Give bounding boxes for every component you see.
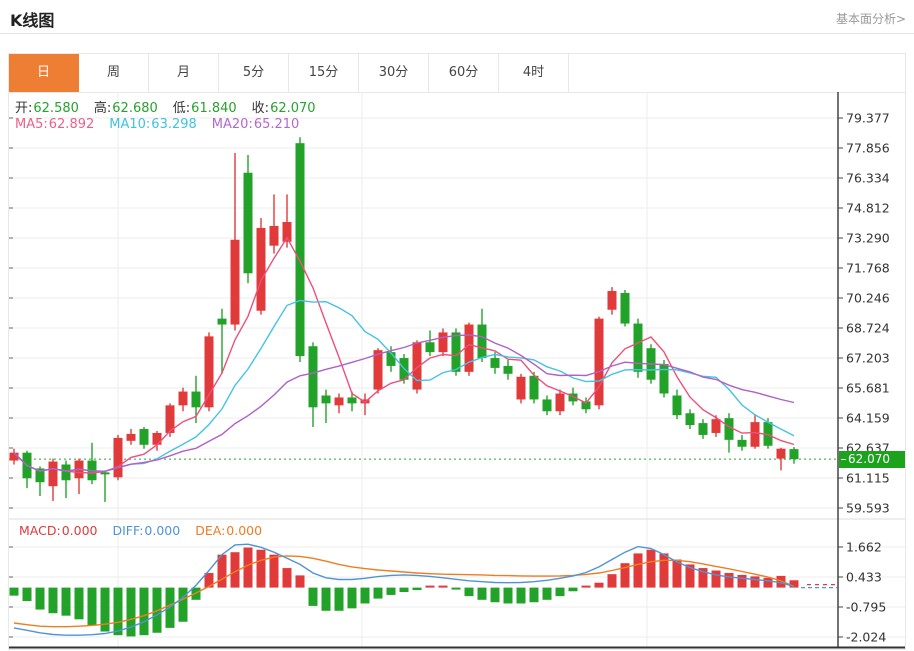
ma20-label: MA20: (211, 117, 253, 132)
dea-value: 0.000 (226, 523, 263, 538)
y-axis-tick-label: 59.593 (846, 501, 890, 516)
page-header: K线图 基本面分析> (0, 0, 914, 34)
axes-layer (9, 92, 905, 649)
macd-value: 0.000 (61, 523, 98, 538)
dea-line (13, 555, 795, 628)
y-axis-tick-label: -2.024 (846, 630, 886, 645)
current-price-value: 62.070 (848, 452, 890, 466)
y-axis-tick-label: 74.812 (846, 201, 890, 216)
candles-layer (9, 137, 799, 502)
macd-bar: MACD:0.000 DIFF:0.000 DEA:0.000 (19, 523, 277, 538)
y-axis-tick-label: 68.724 (846, 321, 890, 336)
diff-label: DIFF: (112, 523, 144, 538)
timeframe-tab-7[interactable]: 60分 (429, 54, 499, 92)
timeframe-tab-2[interactable]: 周 (79, 54, 149, 92)
low-label: 低: (172, 101, 191, 116)
y-axis-tick-label: 70.246 (846, 291, 890, 306)
chart-area: 79.377 77.856 76.334 74.812 73.290 71.768 70.2… (9, 92, 905, 649)
y-axis-tick-label: 71.768 (846, 261, 890, 276)
timeframe-tab-6[interactable]: 30分 (359, 54, 429, 92)
ma5-value: 62.892 (48, 117, 95, 132)
y-axis-tick-label: 61.115 (846, 471, 890, 486)
y-axis-tick-label: -0.795 (846, 600, 886, 615)
y-axis-tick-label: 73.290 (846, 231, 890, 246)
page-title: K线图 (10, 11, 55, 30)
timeframe-tab-5[interactable]: 15分 (289, 54, 359, 92)
macd-histogram (9, 547, 799, 637)
timeframe-tab-3[interactable]: 月 (149, 54, 219, 92)
kline-chart-svg: 79.377 77.856 76.334 74.812 73.290 71.768 70.2… (9, 92, 905, 649)
macd-label: MACD: (19, 523, 61, 538)
axis-labels: 79.377 77.856 76.334 74.812 73.290 71.768 70.2… (838, 111, 890, 645)
y-axis-tick-label: 1.662 (846, 540, 882, 555)
y-axis-tick-label: 0.433 (846, 570, 882, 585)
dea-line-layer (13, 555, 795, 628)
y-axis-tick-label: 79.377 (846, 111, 890, 126)
chart-panel: 日周月 5分 15分 30分 60分 4时 79.377 77.856 76.334 74.81… (8, 53, 906, 650)
diff-value: 0.000 (144, 523, 181, 538)
ma20-layer (13, 334, 795, 473)
ma20-value: 65.210 (253, 117, 300, 132)
macd-tail (801, 584, 837, 589)
ma10-layer (13, 299, 795, 473)
high-label: 高: (93, 101, 112, 116)
y-axis-tick-label: 77.856 (846, 141, 890, 156)
ma5-layer (13, 236, 795, 474)
ohlc-bar: 开:62.580 高:62.680 低:61.840 收:62.070 (15, 97, 331, 116)
high-value: 62.680 (112, 101, 158, 116)
ma20-line (13, 334, 795, 473)
y-axis-tick-label: 64.159 (846, 411, 890, 426)
ma10-value: 63.298 (151, 117, 197, 132)
fundamental-analysis-link[interactable]: 基本面分析> (835, 12, 906, 26)
ma10-label: MA10: (109, 117, 151, 132)
dea-label: DEA: (195, 523, 226, 538)
timeframe-tabs: 日周月 5分 15分 30分 60分 4时 (9, 54, 905, 93)
timeframe-tab-8[interactable]: 4时 (499, 54, 569, 92)
ma-bar: MA5:62.892 MA10:63.298 MA20:65.210 (15, 117, 314, 132)
low-value: 61.840 (191, 101, 237, 116)
diff-line-layer (13, 543, 795, 636)
diff-line (13, 543, 795, 636)
timeframe-tab-4[interactable]: 5分 (219, 54, 289, 92)
close-value: 62.070 (270, 101, 316, 116)
current-price-badge: 62.070 (839, 451, 905, 468)
ma5-label: MA5: (15, 117, 48, 132)
y-axis-tick-label: 76.334 (846, 171, 890, 186)
ma10-line (13, 299, 795, 473)
open-value: 62.580 (33, 101, 79, 116)
close-label: 收: (251, 101, 270, 116)
timeframe-tab-1[interactable]: 日 (9, 54, 79, 92)
open-label: 开: (15, 101, 33, 116)
ma5-line (13, 236, 795, 474)
price-badge-tick (841, 459, 846, 460)
y-axis-tick-label: 67.203 (846, 351, 890, 366)
y-axis-tick-label: 65.681 (846, 381, 890, 396)
